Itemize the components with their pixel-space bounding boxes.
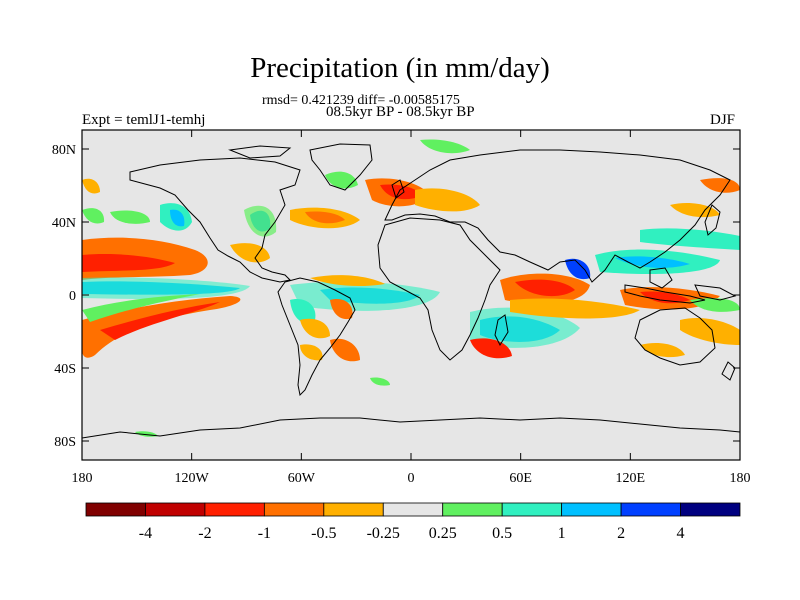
anomaly-dry-s-atlantic-2	[300, 344, 323, 361]
lon-tick-label: 60W	[288, 471, 316, 486]
anomaly-dry-atlantic-n-core	[305, 211, 345, 224]
anomaly-dry-europe	[415, 188, 480, 212]
colorbar-swatch	[382, 502, 444, 517]
anomaly-wet-pacific-nw-edge	[82, 208, 105, 224]
coastline-north-america	[129, 157, 301, 283]
lat-tick-label: 40N	[52, 216, 76, 231]
colorbar-swatch	[85, 502, 146, 517]
anomaly-dry-pacific-nw-edge	[82, 178, 100, 194]
coastline-arctic-islands	[228, 145, 292, 159]
coastline-australia	[634, 307, 716, 366]
anomaly-dry-brazil	[330, 299, 353, 320]
lat-tick-label: 80N	[52, 143, 76, 158]
latitude-ticks: 80N 40N 0 40S 80S	[52, 143, 740, 450]
colorbar-label: -2	[198, 525, 211, 542]
anomaly-dry-s-atlantic	[330, 338, 360, 362]
lon-tick-label: 60E	[509, 471, 532, 486]
lon-tick-label: 180	[730, 471, 751, 486]
anomaly-dry-amazon	[300, 318, 330, 339]
anomaly-dry-nw-pacific-2	[670, 203, 720, 218]
coastline-japan	[704, 204, 721, 236]
colorbar-label: -1	[258, 525, 271, 542]
colorbar-label: -0.5	[311, 525, 336, 542]
coastlines	[82, 143, 740, 439]
coastline-uk	[391, 179, 405, 199]
anomaly-dry-nw-pacific	[700, 178, 740, 193]
anomaly-dry-n-pacific-core	[82, 253, 175, 272]
anomaly-wet-us-east-ring	[244, 205, 277, 237]
anomaly-wet-s-pacific	[82, 294, 200, 322]
anomaly-dry-maritime-core	[640, 291, 690, 304]
anomaly-dry-australia-n	[680, 318, 740, 345]
colorbar-swatch	[680, 502, 741, 517]
coastline-indonesia	[624, 284, 706, 304]
colorbar-label: 4	[677, 525, 685, 542]
colorbar-swatch	[263, 502, 325, 517]
colorbar-swatch	[323, 502, 384, 517]
anomaly-wet-s-atlantic-small	[370, 377, 390, 386]
anomaly-wet-w-pacific	[640, 228, 740, 250]
stats-line: rmsd= 0.421239 diff= -0.00585175	[262, 93, 460, 108]
anomaly-wet-equatorial-pacific-2	[82, 277, 250, 299]
colorbar-swatch	[442, 502, 503, 517]
anomaly-wet-s-pacific-w	[690, 298, 740, 312]
coastline-greenland	[309, 143, 373, 191]
anomaly-wet-n-pacific-east-core	[170, 209, 185, 227]
colorbar-swatch	[145, 502, 206, 517]
coastline-antarctica	[82, 417, 740, 439]
anomaly-dry-atlantic-eq-north	[310, 275, 385, 286]
lon-tick-label: 120W	[175, 471, 210, 486]
coastline-new-zealand	[721, 361, 736, 381]
anomaly-dry-australia-s	[640, 343, 685, 358]
anomaly-wet-maritime-core	[615, 256, 690, 268]
anomaly-wet-n-atlantic-high	[325, 171, 358, 189]
colorbar: -4 -2 -1 -0.5 -0.25 0.25 0.5 1 2 4	[85, 502, 741, 542]
lon-tick-label: 180	[72, 471, 93, 486]
lon-tick-label: 120E	[616, 471, 646, 486]
season-label: DJF	[710, 112, 736, 128]
anomaly-wet-arctic	[420, 139, 470, 154]
colorbar-label: 2	[617, 525, 625, 542]
lat-tick-label: 40S	[54, 362, 76, 377]
longitude-ticks: 180 120W 60W 0 60E 120E 180	[72, 130, 751, 486]
coastline-borneo	[649, 267, 673, 289]
anomaly-wet-gulf	[230, 243, 270, 263]
colorbar-label: -4	[139, 525, 152, 542]
anomaly-wet-n-pacific-west	[110, 210, 150, 224]
lat-tick-label: 80S	[54, 435, 76, 450]
anomaly-fields	[82, 139, 740, 437]
coastline-madagascar	[494, 314, 509, 347]
map-title: Precipitation (in mm/day)	[250, 52, 550, 84]
lat-tick-label: 0	[69, 289, 76, 304]
coastline-africa	[377, 217, 501, 361]
colorbar-swatch	[561, 502, 622, 517]
colorbar-label: -0.25	[367, 525, 400, 542]
anomaly-wet-bay-bengal	[565, 258, 591, 280]
coastline-new-guinea	[694, 284, 737, 301]
anomaly-wet-indian-south-ring	[470, 307, 580, 348]
colorbar-swatch	[501, 502, 563, 517]
anomaly-dry-s-indian	[510, 298, 640, 319]
coastline-eurasia	[384, 149, 731, 283]
colorbar-swatch	[204, 502, 265, 517]
anomaly-dry-indian-west-core	[515, 279, 575, 297]
anomaly-wet-amazon	[290, 299, 316, 324]
colorbar-label: 1	[558, 525, 566, 542]
lon-tick-label: 0	[408, 471, 415, 486]
colorbar-swatch	[620, 502, 681, 517]
period-line: 08.5kyr BP - 08.5kyr BP	[326, 104, 475, 120]
anomaly-dry-s-pacific-core	[100, 302, 220, 340]
colorbar-label: 0.5	[492, 525, 512, 542]
coastline-south-america	[277, 277, 356, 397]
colorbar-label: 0.25	[429, 525, 457, 542]
anomaly-dry-n-atlantic-europe-core	[380, 184, 422, 200]
experiment-label: Expt = temlJ1-temhj	[82, 112, 206, 128]
